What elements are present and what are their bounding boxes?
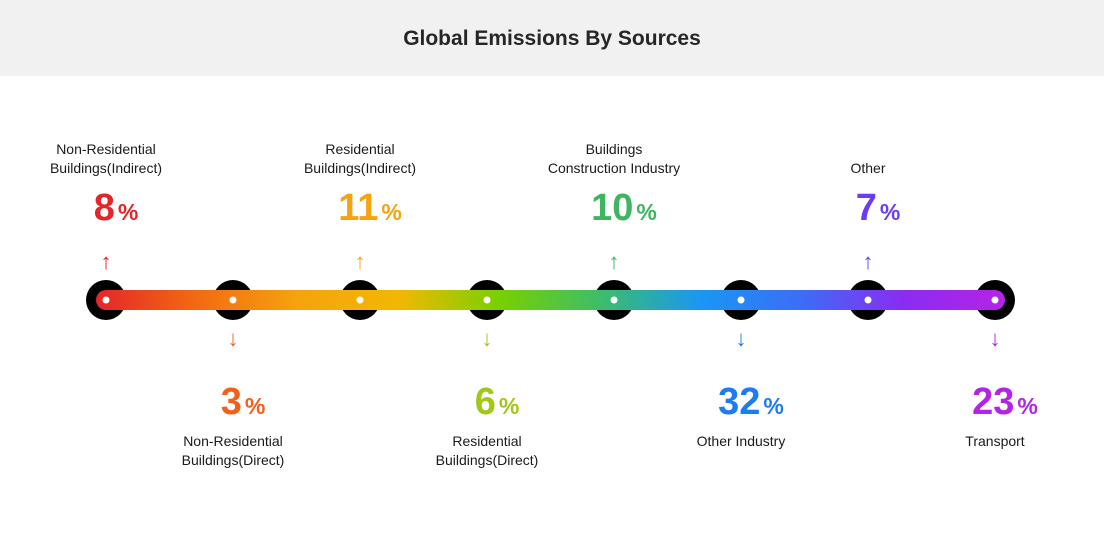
value-unit: % [763, 393, 784, 419]
value-number: 3 [220, 381, 242, 423]
value-6: 32% [671, 380, 831, 428]
category-label-5: Buildings Construction Industry [547, 141, 681, 176]
arrow-up-icon: ↑ [608, 249, 620, 274]
arrow-up-icon: ↑ [100, 249, 112, 274]
category-label-4: Residential Buildings(Direct) [435, 433, 539, 468]
value-unit: % [117, 199, 139, 225]
value-2: 3% [163, 380, 323, 428]
category-label-6: Other Industry [696, 433, 786, 449]
node-dot-8 [991, 296, 999, 304]
category-label-1: Non-Residential Buildings(Indirect) [49, 141, 163, 176]
value-number: 7 [855, 187, 877, 229]
arrow-down-icon: ↓ [989, 326, 1001, 351]
value-3: 11% [290, 186, 450, 234]
arrow-down-icon: ↓ [735, 326, 747, 351]
value-unit: % [879, 199, 901, 225]
node-dot-6 [737, 296, 745, 304]
value-5: 10% [544, 186, 704, 234]
arrow-down-icon: ↓ [227, 326, 239, 351]
arrow-up-icon: ↑ [862, 249, 874, 274]
node-dot-5 [610, 296, 618, 304]
node-dot-2 [229, 296, 237, 304]
category-label-3: Residential Buildings(Indirect) [303, 141, 417, 176]
value-unit: % [498, 393, 520, 419]
value-1: 8% [36, 186, 196, 234]
value-8: 23% [925, 380, 1085, 428]
value-unit: % [1017, 393, 1038, 419]
value-4: 6% [417, 380, 577, 428]
node-dot-7 [864, 296, 872, 304]
category-label-8: Transport [965, 433, 1025, 449]
arrow-down-icon: ↓ [481, 326, 493, 351]
value-number: 10 [591, 187, 634, 229]
timeline-bar [96, 290, 1005, 310]
value-unit: % [381, 199, 402, 225]
value-7: 7% [798, 186, 958, 234]
value-number: 11 [338, 187, 379, 229]
value-unit: % [636, 199, 657, 225]
chart-title: Global Emissions By Sources [403, 27, 701, 50]
category-label-2: Non-Residential Buildings(Direct) [181, 433, 285, 468]
value-number: 6 [474, 381, 496, 423]
node-dot-4 [483, 296, 491, 304]
header-bar [0, 0, 1104, 76]
category-label-7: Other [850, 160, 886, 176]
value-number: 32 [718, 381, 761, 423]
value-unit: % [244, 393, 266, 419]
value-number: 23 [972, 381, 1015, 423]
arrow-up-icon: ↑ [354, 249, 366, 274]
node-dot-1 [102, 296, 110, 304]
value-number: 8 [93, 187, 115, 229]
node-dot-3 [356, 296, 364, 304]
